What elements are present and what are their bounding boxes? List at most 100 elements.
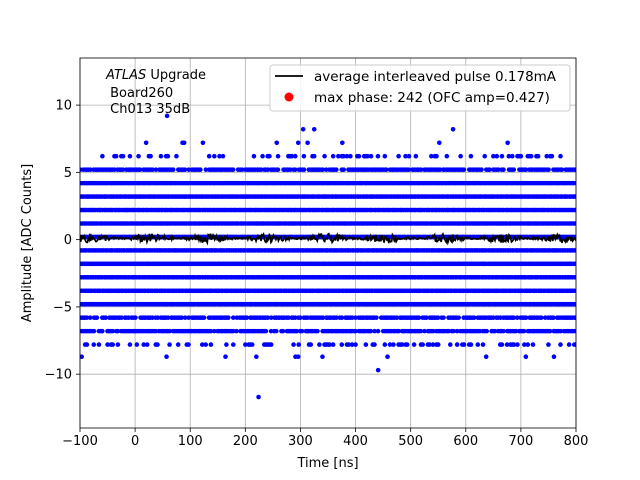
sample-point bbox=[368, 328, 374, 334]
sample-point bbox=[566, 342, 572, 347]
sample-point bbox=[133, 315, 138, 320]
sample-point bbox=[203, 342, 209, 347]
sample-point bbox=[372, 328, 377, 334]
sample-point bbox=[514, 315, 520, 320]
sample-point bbox=[468, 153, 474, 159]
sample-point bbox=[292, 315, 298, 320]
sample-point bbox=[406, 153, 412, 159]
sample-outlier-point bbox=[375, 367, 381, 373]
sample-point bbox=[220, 153, 226, 159]
sample-outlier-point bbox=[295, 354, 301, 359]
sample-point bbox=[263, 328, 269, 334]
sample-point bbox=[230, 315, 236, 320]
annotation-line-2: Board260 bbox=[106, 86, 173, 101]
sample-point bbox=[212, 328, 217, 334]
sample-point bbox=[119, 315, 124, 320]
sample-point bbox=[268, 342, 274, 347]
sample-point bbox=[382, 342, 388, 347]
sample-point bbox=[573, 275, 576, 280]
sample-point bbox=[330, 153, 336, 159]
sample-point bbox=[167, 328, 172, 334]
sample-outlier-point bbox=[305, 140, 310, 146]
legend-label-max-phase: max phase: 242 (OFC amp=0.427) bbox=[314, 90, 550, 106]
sample-outlier-point bbox=[437, 140, 442, 146]
sample-point bbox=[110, 328, 116, 334]
sample-point bbox=[244, 315, 250, 320]
sample-outlier-point bbox=[164, 354, 169, 359]
sample-point bbox=[353, 342, 358, 347]
sample-point bbox=[416, 315, 422, 320]
sample-point bbox=[100, 328, 105, 334]
sample-point bbox=[144, 342, 150, 347]
x-axis-label: Time [ns] bbox=[296, 456, 358, 471]
sample-row bbox=[80, 315, 576, 320]
sample-outlier-point bbox=[385, 354, 390, 359]
sample-point bbox=[375, 153, 381, 159]
sample-point bbox=[100, 153, 105, 159]
sample-row bbox=[80, 167, 576, 172]
sample-row bbox=[80, 328, 576, 334]
sample-point bbox=[574, 288, 576, 294]
sample-row bbox=[80, 288, 576, 294]
y-tick-label: −10 bbox=[45, 368, 72, 383]
sample-point bbox=[573, 248, 576, 253]
sample-row bbox=[80, 180, 576, 186]
sample-point bbox=[572, 328, 576, 334]
sample-point bbox=[234, 328, 239, 334]
sample-point bbox=[251, 153, 257, 159]
sample-point bbox=[84, 315, 90, 320]
sample-outlier-point bbox=[274, 140, 280, 146]
sample-point bbox=[468, 342, 474, 347]
sample-point bbox=[456, 315, 461, 320]
legend: average interleaved pulse 0.178mA max ph… bbox=[269, 64, 571, 112]
plot-area bbox=[80, 113, 576, 400]
sample-row bbox=[80, 301, 576, 307]
sample-point bbox=[320, 315, 326, 320]
x-tick-label: 100 bbox=[178, 434, 203, 449]
sample-point bbox=[294, 328, 300, 334]
sample-point bbox=[435, 315, 441, 320]
annotation-atlas: ATLAS bbox=[105, 68, 146, 83]
sample-point bbox=[301, 153, 307, 159]
x-tick-label: 200 bbox=[233, 434, 258, 449]
sample-point bbox=[499, 153, 505, 159]
sample-point bbox=[499, 342, 505, 347]
sample-point bbox=[198, 167, 203, 172]
sample-point bbox=[292, 153, 298, 159]
sample-point bbox=[518, 153, 524, 159]
sample-point bbox=[525, 342, 531, 347]
sample-point bbox=[120, 153, 126, 159]
sample-point bbox=[268, 328, 274, 334]
legend-label-average-pulse: average interleaved pulse 0.178mA bbox=[314, 69, 557, 85]
sample-point bbox=[411, 342, 417, 347]
sample-point bbox=[208, 342, 214, 347]
x-tick-label: −100 bbox=[62, 434, 98, 449]
sample-outlier-point bbox=[254, 354, 259, 359]
sample-point bbox=[558, 342, 563, 347]
sample-point bbox=[286, 315, 291, 320]
sample-point bbox=[509, 153, 515, 159]
sample-outlier-point bbox=[340, 140, 345, 146]
sample-point bbox=[356, 153, 362, 159]
sample-point bbox=[353, 315, 358, 320]
sample-point bbox=[315, 328, 320, 334]
sample-point bbox=[374, 315, 379, 320]
sample-point bbox=[511, 315, 517, 320]
sample-point bbox=[148, 153, 153, 159]
sample-point bbox=[298, 315, 303, 320]
sample-point bbox=[513, 328, 519, 334]
sample-point bbox=[134, 342, 140, 347]
sample-point bbox=[96, 342, 102, 347]
sample-outlier-point bbox=[295, 140, 301, 146]
sample-point bbox=[451, 328, 456, 334]
sample-point bbox=[308, 342, 314, 347]
sample-point bbox=[573, 221, 576, 226]
sample-outlier-point bbox=[181, 140, 187, 146]
sample-point bbox=[155, 342, 160, 347]
sample-outlier-point bbox=[505, 140, 510, 146]
sample-point bbox=[434, 153, 439, 159]
sample-point bbox=[530, 342, 536, 347]
sample-point bbox=[103, 315, 109, 320]
sample-point bbox=[382, 153, 388, 159]
sample-point bbox=[179, 315, 184, 320]
